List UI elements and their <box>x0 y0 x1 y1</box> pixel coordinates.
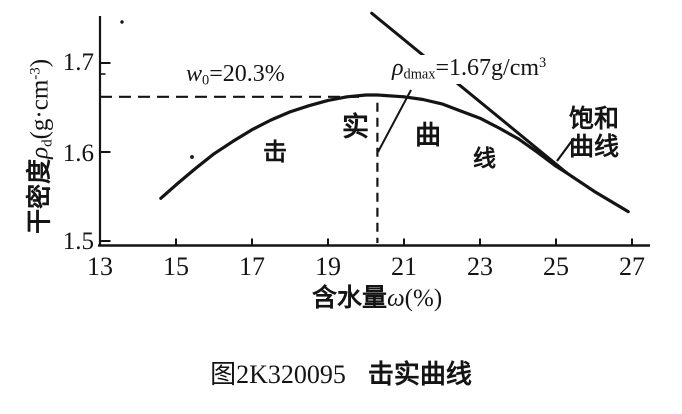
w0-symbol-sub: 0 <box>202 72 210 89</box>
y-axis-title-cjk: 干密度 <box>26 158 54 234</box>
rho-dmax-symbol-sub: dmax <box>403 66 436 83</box>
x-tick-label-27: 27 <box>619 252 645 281</box>
x-axis-title-symbol: ω <box>387 285 405 312</box>
w0-symbol: w <box>186 61 203 87</box>
figure-number: 图2K320095 <box>210 360 346 389</box>
x-tick-label-13: 13 <box>87 252 113 281</box>
saturation-label-line1: 饱和 <box>569 106 620 133</box>
w0-value: =20.3% <box>209 61 285 87</box>
x-axis-title: 含水量ω(%) <box>312 278 442 314</box>
saturation-line <box>370 11 569 175</box>
x-tick-marks <box>175 238 633 246</box>
annotation-rho-dmax: ρdmax=1.67g/cm3 <box>389 55 550 84</box>
curve-label-char-qu: 曲 <box>415 121 442 150</box>
curve-label-char-xian: 线 <box>473 146 496 171</box>
rho-dmax-value: =1.67g/cm <box>435 55 540 81</box>
curve-label-char-ji: 击 <box>263 140 287 166</box>
x-tick-label-15: 15 <box>163 252 189 281</box>
scan-speck-1 <box>120 20 124 24</box>
figure-caption: 图2K320095 击实曲线 <box>0 354 682 391</box>
x-tick-label-17: 17 <box>239 252 265 281</box>
x-tick-label-21: 21 <box>391 252 417 281</box>
y-tick-label-1-6: 1.6 <box>62 140 94 167</box>
saturation-curve-label: 饱和 曲线 <box>569 106 619 162</box>
annotation-w0: w0=20.3% <box>186 61 285 90</box>
rho-dmax-value-sup: 3 <box>539 55 547 72</box>
saturation-label-leader-line <box>556 137 575 162</box>
x-tick-label-19: 19 <box>315 252 341 281</box>
saturation-label-line2: 曲线 <box>569 134 620 161</box>
figure-title: 击实曲线 <box>367 360 472 389</box>
y-tick-label-1-7: 1.7 <box>62 49 94 76</box>
compaction-curve-line <box>159 93 630 214</box>
y-tick-label-1-5: 1.5 <box>62 228 94 255</box>
scan-speck-2 <box>190 155 194 159</box>
rho-dmax-symbol: ρ <box>392 55 404 81</box>
rho-dmax-leader-line <box>377 89 412 153</box>
x-axis-title-cjk: 含水量 <box>312 285 388 312</box>
x-tick-label-25: 25 <box>543 252 569 281</box>
y-axis-unit-sup: -3 <box>27 67 44 80</box>
x-tick-label-23: 23 <box>467 252 493 281</box>
y-tick-marks <box>100 62 111 242</box>
curve-label-char-shi: 实 <box>342 112 369 142</box>
x-axis-title-unit: (%) <box>404 285 443 312</box>
y-axis-unit-open: (g·cm <box>26 79 54 140</box>
